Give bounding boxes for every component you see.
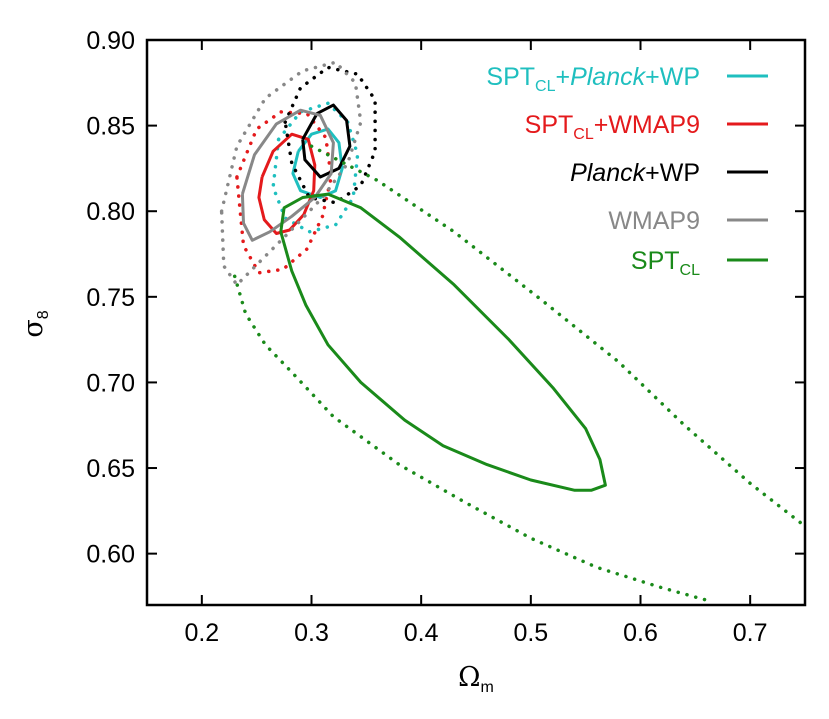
series-3	[219, 60, 363, 287]
legend-label: WMAP9	[608, 207, 700, 235]
x-tick-label: 0.3	[294, 619, 329, 647]
contour-0-0	[291, 127, 344, 199]
y-tick-label: 0.75	[86, 284, 135, 312]
y-tick-label: 0.90	[86, 27, 135, 55]
y-tick-label: 0.70	[86, 369, 135, 397]
x-tick-label: 0.2	[184, 619, 219, 647]
y-tick-label: 0.65	[86, 455, 135, 483]
contour-2-1	[283, 65, 377, 205]
contour-4-1	[232, 274, 714, 604]
contour-3-1	[219, 60, 363, 287]
legend-item-0: SPTCL+Planck+WP	[486, 63, 768, 95]
x-axis-label: Ωm	[458, 662, 494, 696]
legend-label: SPTCL+WMAP9	[525, 111, 700, 143]
x-tick-label: 0.7	[733, 619, 768, 647]
contour-3-0	[240, 108, 335, 242]
y-tick-label: 0.80	[86, 198, 135, 226]
y-axis: 0.60 0.65 0.70 0.75 0.80 0.85 0.90	[86, 27, 805, 569]
series-4	[232, 144, 805, 604]
x-tick-label: 0.4	[404, 619, 439, 647]
contour-4-0	[279, 192, 607, 492]
legend-item-1: SPTCL+WMAP9	[525, 111, 768, 143]
series-layer	[219, 60, 805, 604]
y-tick-label: 0.85	[86, 113, 135, 141]
legend-item-4: SPTCL	[631, 247, 768, 279]
contour-0-1	[271, 101, 360, 234]
y-tick-label: 0.60	[86, 541, 135, 569]
series-2	[283, 65, 377, 205]
legend-item-2: Planck+WP	[570, 159, 768, 187]
plot-frame	[145, 38, 807, 607]
contour-2-0	[301, 103, 352, 179]
legend-label: SPTCL+Planck+WP	[486, 63, 700, 95]
legend-label: Planck+WP	[570, 159, 700, 187]
x-tick-label: 0.5	[513, 619, 548, 647]
x-tick-label: 0.6	[623, 619, 658, 647]
legend: SPTCL+Planck+WP SPTCL+WMAP9 Planck+WP WMAP9…	[486, 63, 768, 279]
contour-4-2	[309, 144, 805, 528]
series-0	[271, 101, 360, 234]
y-axis-label: σ8	[18, 310, 52, 337]
x-axis: 0.2 0.3 0.4 0.5 0.6 0.7	[184, 40, 768, 647]
legend-label: SPTCL	[631, 247, 700, 279]
legend-item-3: WMAP9	[608, 207, 768, 235]
